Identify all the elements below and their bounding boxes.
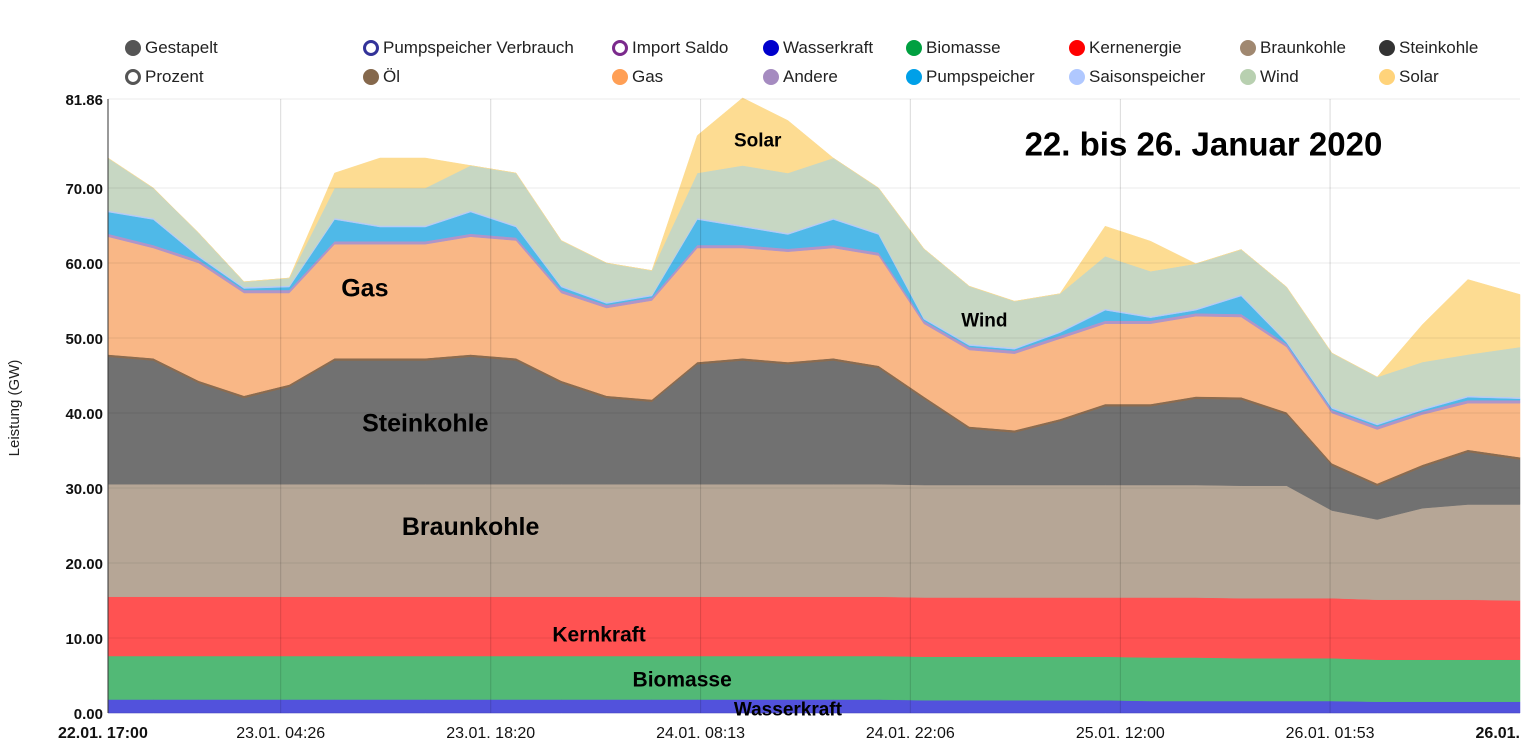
legend-marker-icon <box>763 40 779 56</box>
area-label-wasserkraft: Wasserkraft <box>734 699 843 720</box>
legend-label: Wind <box>1260 67 1299 86</box>
area-solar[interactable] <box>107 97 1521 378</box>
legend-item-wind[interactable]: Wind <box>1240 67 1299 87</box>
legend-item-steinkohle[interactable]: Steinkohle <box>1379 38 1478 58</box>
y-tick-label: 30.00 <box>65 481 103 498</box>
legend-label: Saisonspeicher <box>1089 67 1206 86</box>
area-label-braunkohle: Braunkohle <box>402 513 540 541</box>
legend-marker-icon <box>125 69 141 85</box>
legend-marker-icon <box>763 69 779 85</box>
area-braunkohle[interactable] <box>107 483 1521 601</box>
area-kernenergie[interactable] <box>107 596 1521 660</box>
x-tick-label: 25.01. 12:00 <box>1076 725 1165 742</box>
y-axis-title: Leistung (GW) <box>6 360 23 457</box>
y-tick-label: 40.00 <box>65 406 103 423</box>
legend-label: Pumpspeicher <box>926 67 1035 86</box>
x-tick-label: 26.01. 01:53 <box>1286 725 1375 742</box>
legend-item-import-saldo[interactable]: Import Saldo <box>612 38 728 58</box>
legend-item-kernenergie[interactable]: Kernenergie <box>1069 38 1182 58</box>
y-tick-label: 20.00 <box>65 556 103 573</box>
x-tick-label: 26.01. <box>1476 725 1520 742</box>
legend-label: Prozent <box>145 67 204 86</box>
legend-item-braunkohle[interactable]: Braunkohle <box>1240 38 1346 58</box>
legend-item-prozent[interactable]: Prozent <box>125 67 204 87</box>
legend-marker-icon <box>906 40 922 56</box>
area-label-biomasse: Biomasse <box>633 669 732 692</box>
legend-label: Steinkohle <box>1399 38 1479 57</box>
x-tick-label: 23.01. 04:26 <box>236 725 325 742</box>
legend-marker-icon <box>906 69 922 85</box>
legend-marker-icon <box>612 69 628 85</box>
area-label-gas: Gas <box>341 275 388 303</box>
legend-item-wasserkraft[interactable]: Wasserkraft <box>763 38 873 58</box>
y-tick-label: 70.00 <box>65 181 103 198</box>
area-label-steinkohle: Steinkohle <box>362 410 489 438</box>
x-tick-label: 22.01. 17:00 <box>58 725 148 742</box>
area-label-kernkraft: Kernkraft <box>552 624 645 647</box>
legend-marker-icon <box>125 40 141 56</box>
x-tick-label: 24.01. 22:06 <box>866 725 955 742</box>
legend-marker-icon <box>1379 69 1395 85</box>
legend-item-pumpspeicher-verbrauch[interactable]: Pumpspeicher Verbrauch <box>363 38 574 58</box>
legend-label: Kernenergie <box>1089 38 1182 57</box>
legend-label: Andere <box>783 67 838 86</box>
x-tick-label: 24.01. 08:13 <box>656 725 745 742</box>
legend-marker-icon <box>1240 69 1256 85</box>
x-tick-label: 23.01. 18:20 <box>446 725 535 742</box>
y-tick-label: 0.00 <box>74 706 103 723</box>
legend-label: Wasserkraft <box>783 38 874 57</box>
legend-item-solar[interactable]: Solar <box>1379 67 1439 87</box>
legend-label: Öl <box>383 67 400 86</box>
legend-marker-icon <box>1240 40 1256 56</box>
legend-label: Gestapelt <box>145 38 218 57</box>
area-label-solar: Solar <box>734 131 782 152</box>
area-biomasse[interactable] <box>107 655 1521 702</box>
legend-label: Solar <box>1399 67 1439 86</box>
legend-marker-icon <box>1379 40 1395 56</box>
gridlines <box>108 98 1520 714</box>
legend-label: Pumpspeicher Verbrauch <box>383 38 574 57</box>
y-tick-label: 60.00 <box>65 256 103 273</box>
area-layers <box>107 97 1521 714</box>
legend-item-oel[interactable]: Öl <box>363 67 400 87</box>
legend-label: Biomasse <box>926 38 1001 57</box>
legend-item-saisonspeicher[interactable]: Saisonspeicher <box>1069 67 1205 87</box>
legend-marker-icon <box>363 40 379 56</box>
legend-item-gas[interactable]: Gas <box>612 67 663 87</box>
legend-item-biomasse[interactable]: Biomasse <box>906 38 1001 58</box>
legend-marker-icon <box>1069 40 1085 56</box>
legend-label: Import Saldo <box>632 38 729 57</box>
y-tick-label: 10.00 <box>65 631 103 648</box>
legend-marker-icon <box>1069 69 1085 85</box>
y-tick-label: 81.86 <box>65 92 103 109</box>
legend-item-pumpspeicher[interactable]: Pumpspeicher <box>906 67 1035 87</box>
chart-title: 22. bis 26. Januar 2020 <box>1025 126 1383 163</box>
area-label-wind: Wind <box>961 311 1007 332</box>
legend-marker-icon <box>363 69 379 85</box>
y-tick-label: 50.00 <box>65 331 103 348</box>
legend-item-gestapelt[interactable]: Gestapelt <box>125 38 218 58</box>
legend-label: Braunkohle <box>1260 38 1347 57</box>
legend-item-andere[interactable]: Andere <box>763 67 838 87</box>
legend-marker-icon <box>612 40 628 56</box>
legend-label: Gas <box>632 67 664 86</box>
